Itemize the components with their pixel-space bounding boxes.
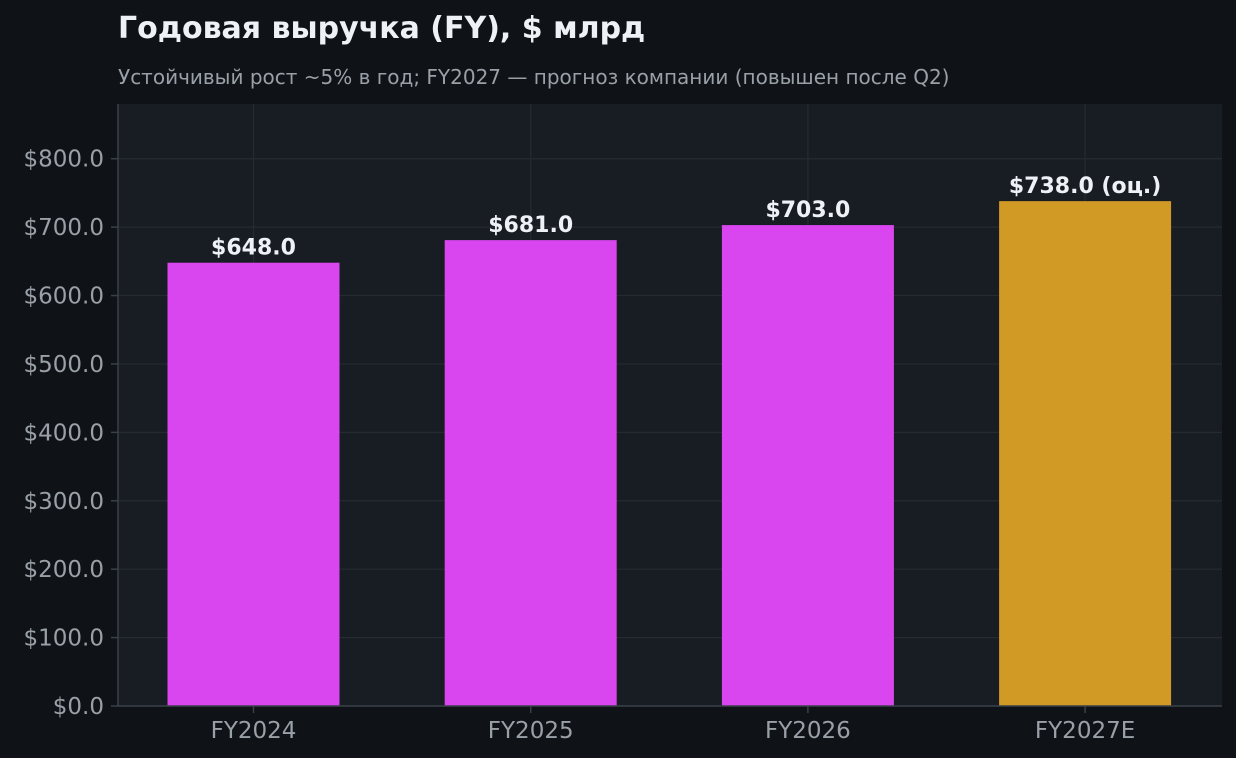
chart-subtitle: Устойчивый рост ~5% в год; FY2027 — прог… [118,65,949,89]
y-tick-label: $400.0 [24,420,104,446]
y-tick-label: $100.0 [24,626,104,652]
x-tick-label: FY2025 [488,718,574,744]
bars-layer [167,201,1172,706]
y-tick-label: $600.0 [24,284,104,310]
y-tick-label: $300.0 [24,489,104,515]
y-tick-label: $500.0 [24,352,104,378]
bar [167,262,340,706]
bar [444,240,617,706]
y-tick-label: $0.0 [53,694,104,720]
bar [721,225,894,706]
bar-value-label: $648.0 [211,236,296,261]
labels-layer: $0.0 $100.0 $200.0 $300.0 $400.0 $500.0 $600.0… [24,147,1162,744]
x-tick-label: FY2024 [211,718,297,744]
bar-estimate [999,201,1172,706]
x-tick-label: FY2026 [765,718,851,744]
bar-value-label: $703.0 [765,198,850,223]
bar-value-label: $738.0 (оц.) [1009,174,1161,199]
chart-title: Годовая выручка (FY), $ млрд [118,11,645,46]
y-tick-label: $800.0 [24,147,104,173]
axes-layer [111,104,1222,713]
y-tick-label: $700.0 [24,215,104,241]
x-tick-label: FY2027E [1035,718,1135,744]
y-tick-label: $200.0 [24,557,104,583]
bar-value-label: $681.0 [488,213,573,238]
